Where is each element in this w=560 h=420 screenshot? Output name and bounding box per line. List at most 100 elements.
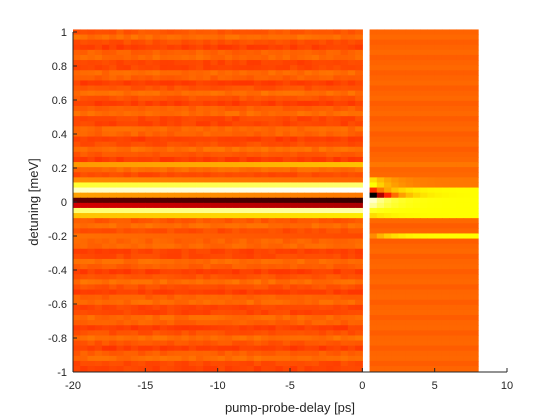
heatmap-cell [188, 289, 197, 296]
heatmap-cell [405, 248, 414, 255]
heatmap-cell [369, 243, 378, 250]
heatmap-cell [224, 29, 233, 36]
heatmap-cell [94, 366, 103, 372]
heatmap-cell [239, 121, 248, 127]
heatmap-cell [94, 141, 103, 148]
heatmap-cell [123, 54, 132, 61]
heatmap-cell [87, 202, 96, 209]
heatmap-cell [420, 355, 429, 362]
heatmap-cell [376, 116, 385, 122]
heatmap-cell [210, 177, 219, 184]
heatmap-cell [239, 325, 248, 331]
heatmap-cell [87, 177, 96, 184]
heatmap-cell [412, 304, 421, 311]
heatmap-cell [109, 202, 117, 209]
heatmap-cell [470, 182, 479, 189]
heatmap-cell [210, 192, 219, 199]
heatmap-cell [318, 197, 327, 204]
heatmap-cell [347, 136, 356, 143]
heatmap-cell [268, 111, 277, 117]
heatmap-cell [376, 121, 385, 127]
heatmap-cell [318, 294, 327, 301]
heatmap-cell [290, 253, 298, 260]
heatmap-cell [73, 253, 81, 260]
heatmap-cell [239, 111, 248, 117]
heatmap-cell [130, 65, 139, 71]
heatmap-cell [304, 315, 313, 321]
heatmap-cell [217, 253, 226, 260]
heatmap-cell [87, 289, 96, 296]
heatmap-cell [145, 65, 154, 71]
heatmap-cell [420, 192, 429, 199]
heatmap-cell [398, 121, 407, 127]
heatmap-cell [333, 345, 342, 352]
heatmap-cell [311, 309, 320, 316]
heatmap-cell [340, 202, 349, 209]
heatmap-cell [434, 202, 443, 209]
heatmap-cell [427, 105, 436, 112]
heatmap-cell [297, 366, 306, 372]
heatmap-cell [405, 366, 414, 372]
heatmap-cell [167, 60, 175, 66]
heatmap-cell [152, 243, 161, 250]
heatmap-cell [253, 172, 262, 178]
heatmap-cell [101, 34, 110, 41]
heatmap-cell [232, 39, 240, 46]
heatmap-cell [463, 243, 472, 250]
heatmap-cell [232, 360, 240, 367]
heatmap-cell [405, 54, 414, 61]
heatmap-cell [347, 202, 356, 209]
heatmap-cell [463, 136, 472, 143]
heatmap-cell [232, 197, 240, 204]
heatmap-cell [326, 151, 334, 158]
heatmap-cell [80, 325, 89, 331]
heatmap-cell [347, 39, 356, 46]
heatmap-cell [159, 54, 168, 61]
heatmap-cell [369, 90, 378, 97]
heatmap-cell [340, 258, 349, 265]
heatmap-cell [463, 366, 472, 372]
heatmap-cell [210, 320, 219, 326]
heatmap-cell [369, 248, 378, 255]
heatmap-cell [152, 49, 161, 56]
heatmap-cell [195, 95, 204, 102]
heatmap-cell [318, 350, 327, 357]
heatmap-cell [116, 44, 125, 51]
heatmap-cell [167, 131, 175, 138]
heatmap-cell [210, 111, 219, 117]
heatmap-cell [80, 315, 89, 321]
heatmap-cell [427, 156, 436, 163]
heatmap-cell [109, 60, 117, 66]
heatmap-cell [318, 192, 327, 199]
heatmap-cell [181, 156, 190, 163]
heatmap-cell [261, 187, 269, 194]
heatmap-cell [391, 162, 400, 168]
heatmap-cell [340, 95, 349, 102]
heatmap-cell [376, 366, 385, 372]
heatmap-cell [239, 156, 248, 163]
heatmap-cell [73, 136, 81, 143]
heatmap-cell [80, 309, 89, 316]
heatmap-cell [412, 121, 421, 127]
heatmap-cell [224, 141, 233, 148]
heatmap-cell [376, 218, 385, 224]
heatmap-cell [188, 121, 197, 127]
heatmap-cell [123, 366, 132, 372]
heatmap-cell [80, 100, 89, 107]
heatmap-cell [340, 34, 349, 41]
heatmap-cell [101, 284, 110, 291]
heatmap-cell [210, 355, 219, 362]
heatmap-cell [101, 258, 110, 265]
heatmap-cell [145, 264, 154, 270]
heatmap-cell [268, 121, 277, 127]
heatmap-cell [355, 284, 363, 291]
heatmap-cell [340, 238, 349, 245]
heatmap-cell [275, 75, 284, 82]
heatmap-cell [261, 309, 269, 316]
heatmap-cell [109, 325, 117, 331]
heatmap-cell [369, 213, 378, 219]
heatmap-cell [463, 121, 472, 127]
heatmap-cell [138, 100, 146, 107]
heatmap-cell [449, 172, 457, 178]
heatmap-cell [261, 274, 269, 280]
